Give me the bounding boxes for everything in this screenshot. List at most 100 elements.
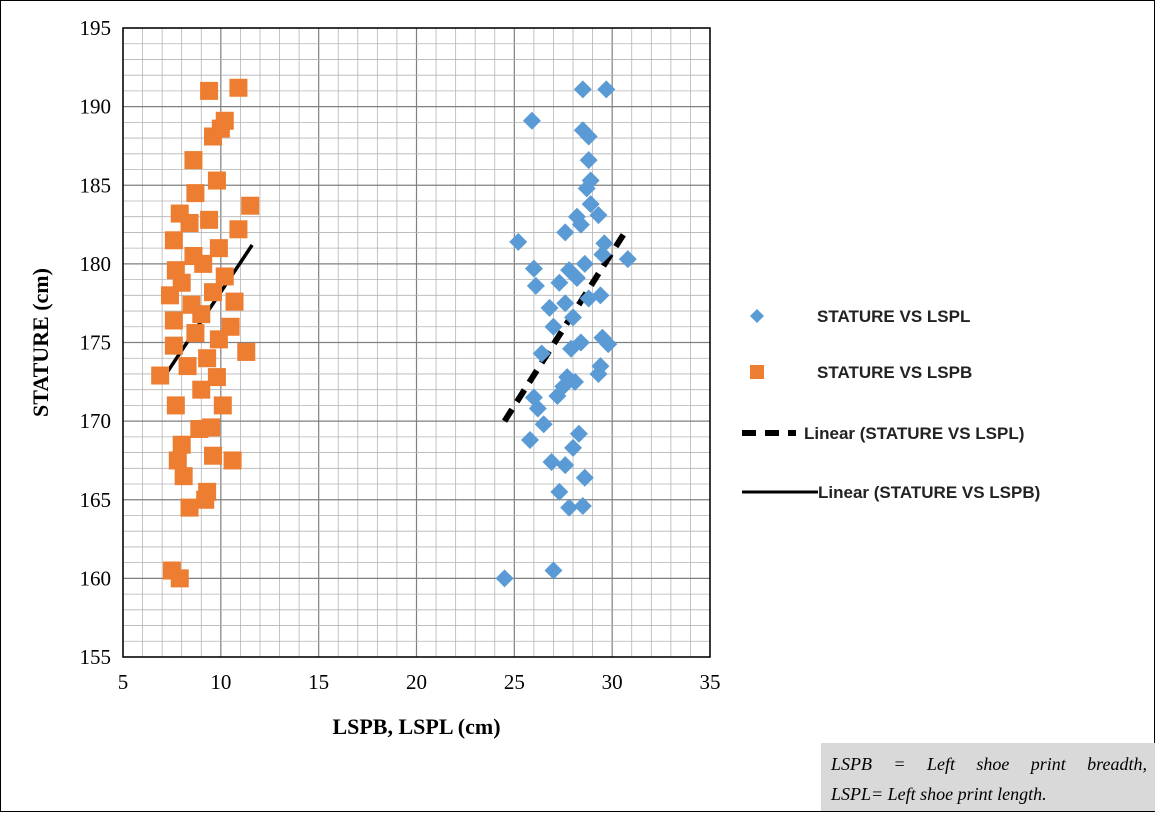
note-line-lspl: LSPL= Left shoe print length. xyxy=(831,784,1047,804)
lspb-point xyxy=(164,336,183,355)
lspl-point xyxy=(573,497,592,516)
y-tick-label: 185 xyxy=(80,173,112,197)
lspl-point xyxy=(556,294,575,313)
y-tick-label: 170 xyxy=(80,409,112,433)
lspb-point xyxy=(215,111,234,130)
lspb-point xyxy=(198,482,217,501)
lspb-point xyxy=(223,451,242,470)
note-line-lspb: LSPB = Left shoe print breadth, xyxy=(831,754,1147,774)
trendline-lspl xyxy=(502,226,631,423)
y-tick-label: 190 xyxy=(80,95,112,119)
lspl-point xyxy=(581,171,600,190)
lspb-point xyxy=(229,78,248,97)
lspl-point xyxy=(542,453,561,472)
lspl-point xyxy=(560,261,579,280)
x-tick-labels: 5 10 15 20 25 30 35 xyxy=(118,670,721,694)
x-tick-label: 30 xyxy=(602,670,623,694)
y-tick-label: 175 xyxy=(80,331,112,355)
lspb-point xyxy=(186,184,205,203)
lspb-point xyxy=(192,380,211,399)
lspl-point xyxy=(591,357,610,376)
abbreviation-note: LSPB = Left shoe print breadth, LSPL= Le… xyxy=(821,743,1155,811)
lspl-point xyxy=(579,151,598,170)
legend-label: STATURE VS LSPL xyxy=(817,307,970,326)
x-tick-label: 25 xyxy=(504,670,525,694)
lspl-point xyxy=(571,333,590,352)
x-tick-label: 5 xyxy=(118,670,129,694)
lspl-point xyxy=(573,121,592,140)
lspl-point xyxy=(550,482,569,501)
lspl-point xyxy=(495,569,514,588)
plot-area-border xyxy=(122,27,711,658)
legend-label: Linear (STATURE VS LSPB) xyxy=(818,483,1040,502)
lspl-point xyxy=(595,234,614,253)
lspb-point xyxy=(204,446,223,465)
lspb-point xyxy=(207,368,226,387)
lspl-point xyxy=(524,388,543,407)
y-tick-label: 165 xyxy=(80,488,112,512)
lspl-point xyxy=(573,80,592,99)
legend-label: STATURE VS LSPB xyxy=(817,363,972,382)
legend-marker-lspb xyxy=(750,365,764,379)
lspl-point xyxy=(560,498,579,517)
lspb-point xyxy=(178,357,197,376)
lspb-point xyxy=(186,324,205,343)
lspb-point xyxy=(151,366,170,385)
lspb-point xyxy=(166,396,185,415)
lspl-point xyxy=(581,195,600,214)
lspl-point xyxy=(524,259,543,278)
lspb-point xyxy=(215,267,234,286)
lspb-point xyxy=(180,498,199,517)
lspb-point xyxy=(164,231,183,250)
legend: STATURE VS LSPL STATURE VS LSPB Linear (ST… xyxy=(742,307,1040,502)
lspl-point xyxy=(544,317,563,336)
lspl-point xyxy=(534,415,553,434)
lspb-point xyxy=(241,196,260,215)
lspl-point xyxy=(591,286,610,305)
lspb-point xyxy=(182,295,201,314)
x-tick-label: 20 xyxy=(406,670,427,694)
x-tick-label: 10 xyxy=(210,670,231,694)
lspb-point xyxy=(229,220,248,239)
lspl-point xyxy=(575,254,594,273)
lspl-point xyxy=(520,430,539,449)
lspb-point xyxy=(202,418,221,437)
lspb-point xyxy=(172,435,191,454)
y-tick-labels: 155 160 165 170 175 180 185 190 195 xyxy=(80,16,112,669)
lspl-point xyxy=(564,438,583,457)
lspl-point xyxy=(567,207,586,226)
y-tick-label: 160 xyxy=(80,566,112,590)
lspb-point xyxy=(164,311,183,330)
lspb-point xyxy=(200,81,219,100)
lspb-point xyxy=(174,467,193,486)
x-tick-label: 15 xyxy=(308,670,329,694)
lspb-point xyxy=(170,204,189,223)
lspl-point xyxy=(569,424,588,443)
y-tick-label: 180 xyxy=(80,252,112,276)
lspl-point xyxy=(589,206,608,225)
x-axis-title: LSPB, LSPL (cm) xyxy=(332,714,500,739)
lspb-point xyxy=(184,247,203,266)
lspb-point xyxy=(209,239,228,258)
legend-label: Linear (STATURE VS LSPL) xyxy=(804,424,1024,443)
lspb-point xyxy=(184,151,203,170)
lspb-point xyxy=(221,317,240,336)
lspl-point xyxy=(532,344,551,363)
lspb-point xyxy=(200,210,219,229)
legend-marker-lspl xyxy=(750,309,764,323)
lspl-point xyxy=(593,245,612,264)
lspb-point xyxy=(168,451,187,470)
lspl-point xyxy=(544,561,563,580)
lspl-point xyxy=(618,250,637,269)
y-axis-title: STATURE (cm) xyxy=(28,268,53,417)
lspl-point xyxy=(509,232,528,251)
lspb-point xyxy=(225,292,244,311)
lspb-point xyxy=(198,349,217,368)
lspl-point xyxy=(522,111,541,130)
lspl-point xyxy=(575,468,594,487)
lspb-point xyxy=(166,261,185,280)
lspl-point xyxy=(556,456,575,475)
y-tick-label: 155 xyxy=(80,645,112,669)
